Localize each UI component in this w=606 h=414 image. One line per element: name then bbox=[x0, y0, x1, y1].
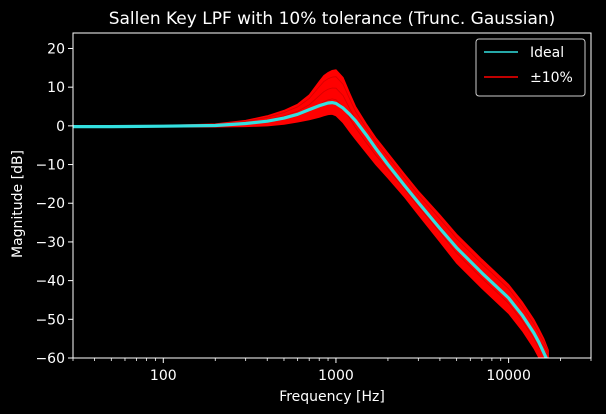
x-tick-label: 10000 bbox=[486, 368, 531, 384]
legend-box bbox=[475, 38, 586, 97]
y-tick-label: −10 bbox=[35, 158, 65, 174]
y-tick-label: 20 bbox=[47, 41, 65, 57]
ideal-line bbox=[73, 101, 548, 358]
x-tick-label: 1000 bbox=[318, 368, 354, 384]
y-tick-label: 0 bbox=[56, 119, 65, 135]
tolerance-strand-2 bbox=[73, 76, 549, 352]
y-tick-label: −50 bbox=[35, 312, 65, 328]
y-tick-label: −40 bbox=[35, 274, 65, 290]
x-axis-label: Frequency [Hz] bbox=[279, 389, 385, 405]
x-tick-label: 100 bbox=[150, 368, 177, 384]
plot-frame bbox=[72, 32, 592, 359]
tolerance-band bbox=[73, 69, 549, 358]
y-axis-label: Magnitude [dB] bbox=[10, 150, 26, 258]
plot-area bbox=[73, 69, 549, 358]
legend-label-ideal: Ideal bbox=[530, 45, 564, 61]
y-tick-label: −20 bbox=[35, 196, 65, 212]
legend: Ideal ±10% bbox=[475, 38, 586, 97]
y-tick-label: −30 bbox=[35, 235, 65, 251]
legend-label-tolerance: ±10% bbox=[530, 70, 573, 86]
chart-title: Sallen Key LPF with 10% tolerance (Trunc… bbox=[109, 9, 556, 29]
y-tick-label: −60 bbox=[35, 351, 65, 367]
y-tick-label: 10 bbox=[47, 80, 65, 96]
